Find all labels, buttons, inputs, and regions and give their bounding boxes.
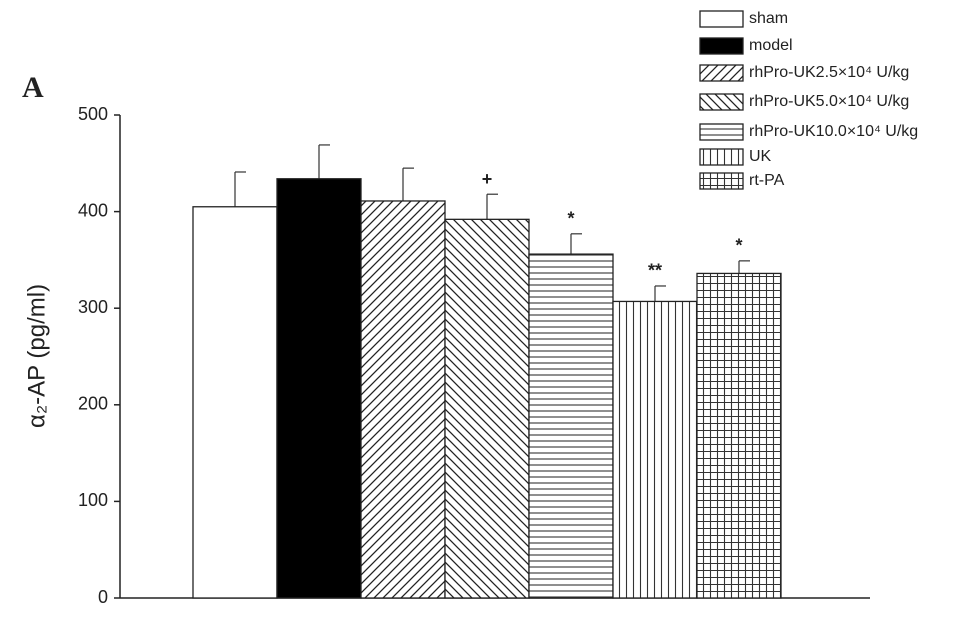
- y-tick-label: 500: [78, 104, 108, 124]
- legend-label: rt-PA: [749, 172, 785, 189]
- legend-swatch: [699, 37, 744, 55]
- legend-label: sham: [749, 10, 788, 27]
- y-tick-label: 0: [98, 587, 108, 607]
- bar: [612, 300, 698, 599]
- y-tick-label: 200: [78, 394, 108, 414]
- bar: [696, 272, 782, 599]
- legend-swatch: [699, 123, 744, 141]
- significance-mark: *: [567, 209, 574, 229]
- legend-swatch: [699, 172, 744, 190]
- legend-label: UK: [749, 148, 772, 165]
- bar: [444, 218, 530, 599]
- legend-label: rhPro-UK2.5×10⁴ U/kg: [749, 64, 909, 81]
- legend-swatch: [699, 64, 744, 82]
- bar: [360, 200, 446, 599]
- legend-swatch: [699, 93, 744, 111]
- legend-swatch: [699, 10, 744, 28]
- bar: [528, 253, 614, 599]
- significance-mark: +: [482, 169, 493, 189]
- legend-label: rhPro-UK5.0×10⁴ U/kg: [749, 93, 909, 110]
- bar: [192, 206, 278, 599]
- legend-swatch: [699, 148, 744, 166]
- significance-mark: **: [648, 261, 662, 281]
- bar: [276, 178, 362, 599]
- panel-label: A: [22, 71, 44, 104]
- y-tick-label: 100: [78, 490, 108, 510]
- y-axis-label: α₂-AP (pg/ml): [23, 284, 50, 428]
- significance-mark: *: [735, 236, 742, 256]
- legend-label: model: [749, 37, 793, 54]
- y-tick-label: 300: [78, 297, 108, 317]
- y-tick-label: 400: [78, 200, 108, 220]
- legend-label: rhPro-UK10.0×10⁴ U/kg: [749, 123, 918, 140]
